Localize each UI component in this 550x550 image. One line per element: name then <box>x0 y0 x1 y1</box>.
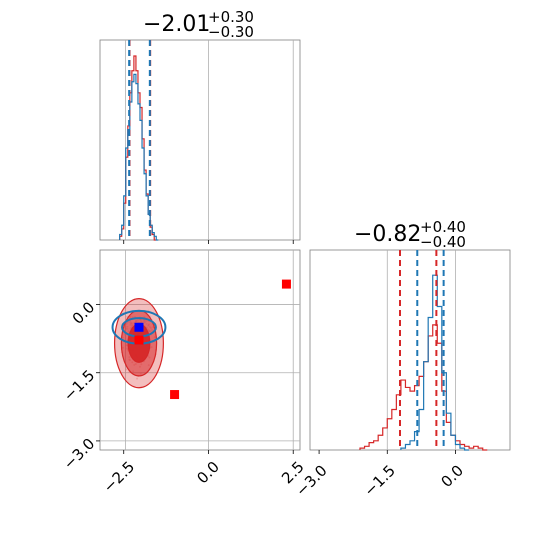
panel-frame <box>309 249 511 451</box>
square-marker <box>170 390 180 400</box>
title-value: −0.82 <box>354 222 421 247</box>
grid-lines <box>386 250 456 450</box>
title-lower-error: −0.30 <box>208 23 254 41</box>
quantile-lines <box>399 250 445 450</box>
title-lower-error: −0.40 <box>420 233 466 251</box>
title-value: −2.01 <box>143 12 210 37</box>
x-tick-label: −2.5 <box>100 458 138 496</box>
blue-histogram-step <box>400 274 470 451</box>
sample-point <box>136 377 139 380</box>
sample-point <box>125 368 128 371</box>
panel-param-2-histogram: −3.0 −1.5 0.0 −0.82 +0.40 −0.40 <box>292 218 511 500</box>
panel-joint-contour: −2.5 0.0 2.5 0.0−1.5−3.0 <box>60 249 308 496</box>
y-ticks: 0.0 −1.5 −3.0 <box>60 298 100 473</box>
histogram-steps <box>359 274 488 451</box>
square-marker <box>134 335 144 345</box>
grid-lines <box>125 40 294 240</box>
panel-frame <box>99 249 301 451</box>
y-tick-label: −3.0 <box>60 435 98 473</box>
square-marker <box>281 279 291 289</box>
title-upper-error: +0.40 <box>420 218 466 236</box>
title-upper-error: +0.30 <box>208 8 254 26</box>
y-tick-label: 0.0 <box>69 298 99 328</box>
panel-param-1-histogram: −2.01 +0.30 −0.30 <box>99 8 301 244</box>
y-tick-label: −1.5 <box>60 366 98 404</box>
x-ticks: −3.0 −1.5 0.0 <box>292 450 467 500</box>
x-tick-label: 0.0 <box>438 461 468 491</box>
x-ticks: −2.5 0.0 2.5 <box>100 450 308 496</box>
point-markers <box>134 279 291 400</box>
x-tick-label: −1.5 <box>360 461 398 499</box>
quantile-lines <box>128 40 152 240</box>
sample-point <box>125 315 128 318</box>
square-marker <box>134 322 144 332</box>
blue-histogram-step <box>119 73 159 241</box>
x-tick-label: 0.0 <box>193 458 223 488</box>
panel-frame <box>99 39 301 241</box>
x-ticks <box>123 240 294 244</box>
